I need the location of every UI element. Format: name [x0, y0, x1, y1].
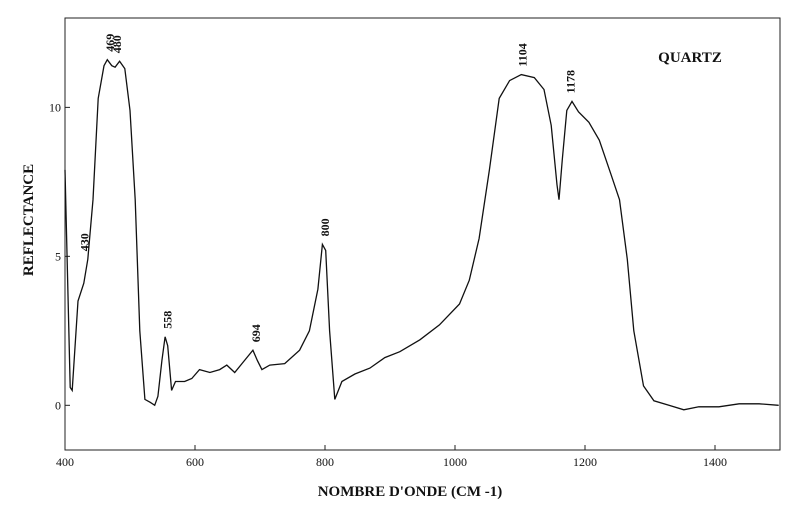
peak-annotation: 694: [249, 324, 263, 342]
peak-annotation: 469: [103, 34, 117, 52]
x-tick-label: 1000: [443, 455, 467, 469]
x-axis-title: NOMBRE D'ONDE (CM -1): [318, 484, 503, 500]
y-tick-label: 5: [55, 249, 61, 263]
peak-annotation: 480: [110, 35, 124, 53]
peak-annotation: 430: [78, 233, 92, 251]
y-tick-label: 0: [55, 398, 61, 412]
y-tick-label: 10: [49, 100, 61, 114]
peak-annotation: 558: [161, 311, 175, 329]
x-tick-label: 400: [56, 455, 74, 469]
x-tick-label: 1400: [703, 455, 727, 469]
peak-annotation: 1104: [516, 43, 530, 66]
x-tick-label: 800: [316, 455, 334, 469]
x-tick-label: 600: [186, 455, 204, 469]
x-tick-label: 1200: [573, 455, 597, 469]
sample-label: QUARTZ: [658, 50, 722, 66]
peak-annotation: 800: [318, 218, 332, 236]
peak-annotation: 1178: [564, 70, 578, 93]
y-axis-title: REFLECTANCE: [21, 164, 37, 276]
plot-frame: [64, 17, 781, 451]
spectrum-line: [64, 58, 779, 411]
